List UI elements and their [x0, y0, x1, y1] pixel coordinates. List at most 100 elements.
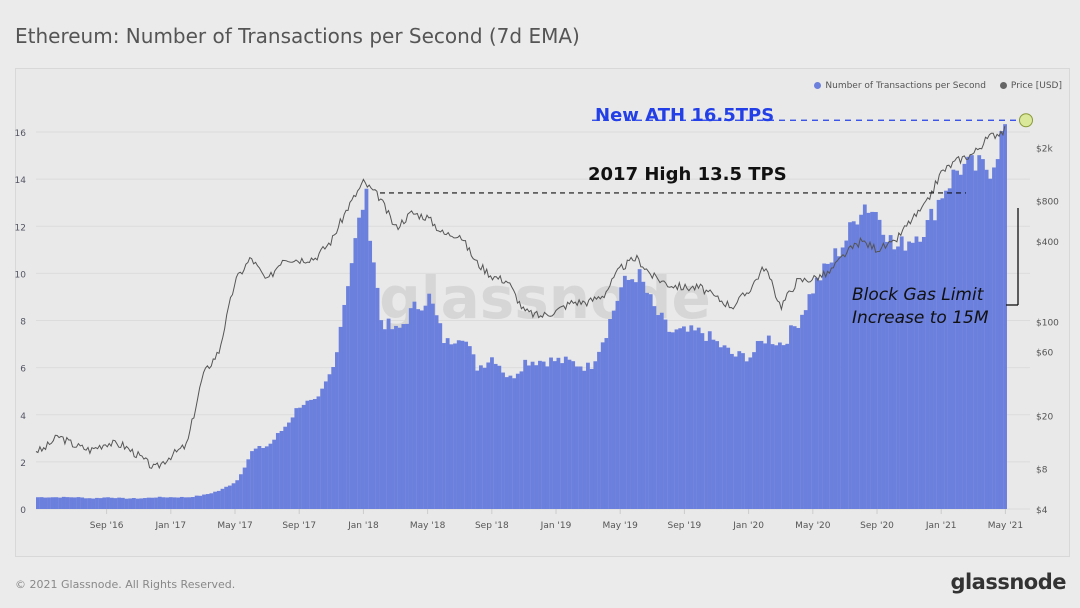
tps-bar	[682, 326, 686, 509]
tps-bar	[744, 361, 749, 509]
tps-bar	[408, 308, 413, 509]
tps-bar	[652, 306, 657, 509]
tps-bar	[364, 188, 369, 509]
tps-bar	[253, 448, 258, 509]
tps-bar	[925, 220, 930, 509]
tps-bar	[131, 498, 136, 509]
tps-bar	[947, 188, 952, 509]
tps-bar	[726, 347, 731, 509]
tps-bar	[102, 497, 107, 509]
tps-bar	[135, 498, 140, 509]
tps-bar	[202, 494, 206, 509]
y-tick-label: 14	[15, 176, 27, 186]
tps-bar	[685, 331, 690, 509]
legend-label: Price [USD]	[1010, 81, 1062, 91]
tps-bar	[475, 370, 480, 509]
tps-bar	[72, 497, 77, 509]
tps-bar	[471, 354, 476, 509]
tps-bar	[327, 374, 332, 509]
tps-bar	[763, 343, 768, 509]
tps-bar	[981, 159, 985, 509]
tps-bar	[571, 361, 576, 509]
tps-bar	[693, 330, 697, 509]
tps-bar	[467, 346, 472, 509]
tps-bar	[822, 263, 827, 509]
tps-bar	[933, 220, 937, 509]
tps-bar	[371, 262, 376, 509]
tps-bar	[910, 242, 915, 510]
tps-bar	[641, 281, 646, 509]
tps-bar	[442, 343, 446, 509]
x-tick-label: May '21	[988, 521, 1023, 531]
tps-bar	[272, 439, 277, 509]
tps-bar	[250, 451, 254, 509]
tps-bar	[707, 331, 712, 509]
tps-bar	[168, 497, 173, 509]
tps-bar	[460, 340, 465, 509]
tps-bar	[637, 269, 642, 509]
tps-bar	[117, 497, 122, 509]
tps-bar	[504, 377, 509, 509]
x-tick-label: Sep '17	[282, 521, 316, 531]
y-tick-label: 2	[20, 459, 26, 469]
tps-bar	[696, 327, 701, 509]
tps-bar	[825, 263, 830, 509]
tps-bar	[704, 340, 708, 509]
tps-bar	[770, 344, 775, 509]
tps-bar	[630, 279, 635, 509]
legend-label: Number of Transactions per Second	[825, 81, 986, 91]
tps-bar	[39, 497, 44, 509]
tps-bar	[375, 287, 380, 509]
tps-bar	[574, 366, 579, 509]
tps-bar	[656, 315, 660, 509]
tps-bar	[464, 341, 469, 509]
y-right-tick-label: $400	[1036, 238, 1059, 248]
tps-bar	[287, 422, 291, 509]
legend-item-price[interactable]: Price [USD]	[999, 81, 1062, 91]
tps-bar	[545, 366, 550, 509]
tps-bar	[187, 497, 192, 509]
tps-bar	[785, 343, 790, 509]
x-tick-label: Jan '19	[540, 521, 572, 531]
tps-bar	[120, 497, 125, 509]
tps-bar	[98, 498, 103, 509]
tps-bar	[172, 497, 177, 509]
tps-bar	[357, 217, 361, 509]
x-tick-label: Jan '18	[347, 521, 379, 531]
tps-bar	[124, 498, 129, 509]
tps-bar	[279, 430, 284, 509]
tps-bar	[549, 357, 553, 509]
tps-bar	[50, 497, 55, 509]
tps-bar	[689, 325, 694, 509]
tps-bar	[881, 234, 886, 509]
legend-item-tps[interactable]: Number of Transactions per Second	[814, 81, 986, 91]
tps-bar	[320, 388, 325, 509]
tps-bar	[586, 362, 590, 509]
tps-bar	[921, 236, 926, 510]
tps-bar	[301, 404, 306, 509]
y-right-tick-label: $60	[1036, 348, 1053, 358]
tps-bar	[512, 378, 517, 509]
x-tick-label: Sep '16	[90, 521, 124, 531]
y-tick-label: 4	[20, 412, 26, 422]
tps-bar	[552, 361, 557, 509]
tps-bar	[534, 365, 539, 509]
tps-bar	[667, 331, 672, 509]
tps-bar	[205, 494, 210, 509]
tps-bar	[109, 497, 114, 509]
price-line	[35, 126, 1006, 470]
tps-bar	[829, 262, 834, 509]
tps-bar	[69, 497, 74, 509]
tps-bar	[368, 240, 373, 509]
tps-bar	[83, 498, 88, 509]
x-tick-label: May '17	[217, 521, 252, 531]
tps-bar	[800, 314, 804, 509]
tps-bar	[316, 396, 321, 509]
tps-bar	[523, 359, 528, 509]
y-right-tick-label: $100	[1036, 319, 1059, 329]
tps-bar	[944, 190, 948, 509]
tps-bar	[235, 480, 240, 509]
ath-highlight-circle	[1019, 113, 1033, 128]
tps-bar	[501, 372, 505, 509]
tps-bar	[593, 361, 598, 509]
